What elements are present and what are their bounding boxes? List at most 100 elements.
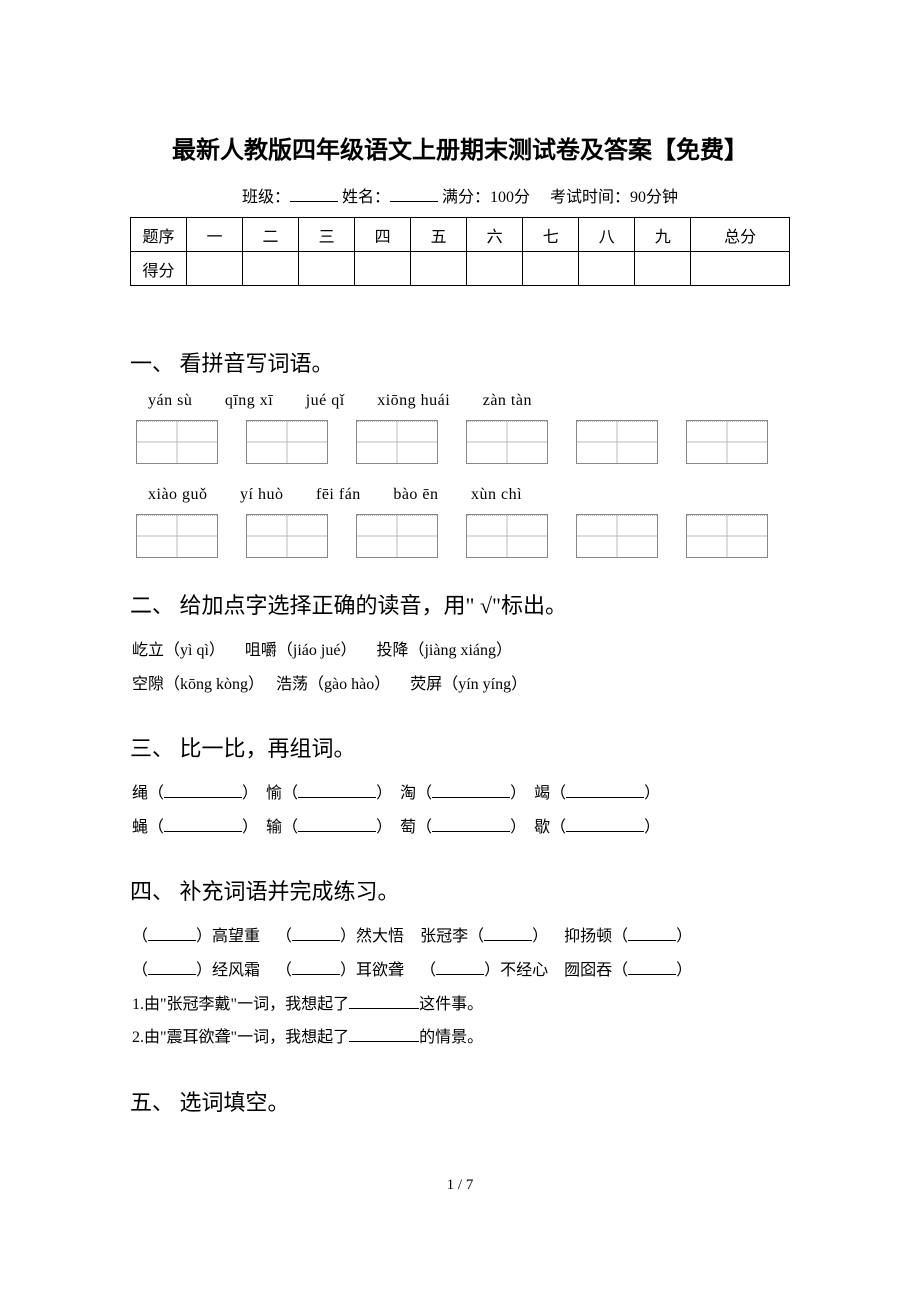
- fill-blank: [436, 959, 484, 975]
- fill-blank: [349, 993, 419, 1009]
- duration-value: 90分钟: [630, 189, 678, 206]
- section-3-heading: 三、 比一比，再组词。: [130, 731, 790, 763]
- idiom-frag: 囫囵吞（: [564, 962, 628, 979]
- idiom-frag: ）: [532, 928, 548, 945]
- pinyin-item: yí huò: [240, 486, 283, 503]
- fill-blank: [566, 816, 644, 832]
- idiom-frag: ）: [676, 962, 692, 979]
- fill-blank: [349, 1026, 419, 1042]
- col-cell: 四: [355, 218, 411, 252]
- char-write-box: [246, 514, 328, 558]
- full-score-value: 100分: [490, 189, 530, 206]
- compare-char: 竭: [534, 785, 550, 802]
- score-label-cell: 得分: [131, 252, 187, 286]
- score-cell: [691, 252, 790, 286]
- col-cell: 八: [579, 218, 635, 252]
- col-cell: 总分: [691, 218, 790, 252]
- fill-blank: [164, 782, 242, 798]
- reading-item: 屹立（yì qì）: [132, 642, 225, 659]
- score-cell: [355, 252, 411, 286]
- char-write-box: [356, 420, 438, 464]
- char-boxes-row-2: [136, 514, 790, 558]
- col-cell: 七: [523, 218, 579, 252]
- class-label: 班级：: [242, 189, 290, 206]
- section-5-heading: 五、 选词填空。: [130, 1085, 790, 1117]
- fill-blank: [628, 925, 676, 941]
- fill-blank: [164, 816, 242, 832]
- fill-blank: [292, 925, 340, 941]
- char-write-box: [356, 514, 438, 558]
- col-cell: 二: [243, 218, 299, 252]
- score-cell: [299, 252, 355, 286]
- page-number: 1 / 7: [130, 1177, 790, 1194]
- reading-item: 空隙（kōng kòng）: [132, 676, 264, 693]
- char-write-box: [576, 514, 658, 558]
- char-write-box: [136, 420, 218, 464]
- char-write-box: [466, 514, 548, 558]
- reading-item: 投降（jiàng xiáng）: [376, 642, 512, 659]
- pinyin-row-1: yán sù qīng xī jué qǐ xiōng huái zàn tàn: [148, 392, 790, 410]
- section-4-q1: 1.由"张冠李戴"一词，我想起了这件事。: [132, 988, 790, 1022]
- pinyin-item: bào ēn: [393, 486, 438, 503]
- idiom-frag: （: [132, 962, 148, 979]
- col-cell: 九: [635, 218, 691, 252]
- idiom-frag: （: [276, 962, 292, 979]
- idiom-frag: ）高望重: [196, 928, 260, 945]
- idiom-frag: ）不经心: [484, 962, 548, 979]
- header-label-cell: 题序: [131, 218, 187, 252]
- pinyin-item: yán sù: [148, 392, 192, 409]
- compare-char: 萄: [400, 819, 416, 836]
- score-cell: [243, 252, 299, 286]
- full-score-label: 满分：: [442, 189, 490, 206]
- score-cell: [187, 252, 243, 286]
- idiom-frag: （: [420, 962, 436, 979]
- class-blank: [290, 186, 338, 202]
- idiom-frag: ）然大悟: [340, 928, 404, 945]
- section-1-heading: 一、 看拼音写词语。: [130, 346, 790, 378]
- char-write-box: [246, 420, 328, 464]
- fill-blank: [628, 959, 676, 975]
- idiom-frag: ）耳欲聋: [340, 962, 404, 979]
- col-cell: 三: [299, 218, 355, 252]
- score-cell: [467, 252, 523, 286]
- q-text: 1.由"张冠李戴"一词，我想起了: [132, 996, 349, 1013]
- section-4-q2: 2.由"震耳欲聋"一词，我想起了的情景。: [132, 1021, 790, 1055]
- score-table-header-row: 题序 一 二 三 四 五 六 七 八 九 总分: [131, 218, 790, 252]
- fill-blank: [148, 959, 196, 975]
- col-cell: 一: [187, 218, 243, 252]
- name-blank: [390, 186, 438, 202]
- char-write-box: [576, 420, 658, 464]
- idiom-frag: 抑扬顿（: [564, 928, 628, 945]
- reading-item: 荧屏（yín yíng）: [410, 676, 527, 693]
- compare-char: 输: [266, 819, 282, 836]
- section-3-row-2: 蝇（） 输（） 萄（） 歇（）: [132, 811, 790, 845]
- fill-blank: [292, 959, 340, 975]
- section-2-body: 屹立（yì qì） 咀嚼（jiáo jué） 投降（jiàng xiáng） 空…: [132, 634, 790, 701]
- fill-blank: [484, 925, 532, 941]
- fill-blank: [432, 782, 510, 798]
- pinyin-item: xiào guǒ: [148, 486, 208, 503]
- score-cell: [579, 252, 635, 286]
- fill-blank: [432, 816, 510, 832]
- exam-info-line: 班级： 姓名： 满分：100分 考试时间：90分钟: [130, 183, 790, 207]
- char-write-box: [686, 420, 768, 464]
- section-4-heading: 四、 补充词语并完成练习。: [130, 874, 790, 906]
- compare-char: 绳: [132, 785, 148, 802]
- char-write-box: [136, 514, 218, 558]
- name-label: 姓名：: [342, 189, 390, 206]
- char-write-box: [686, 514, 768, 558]
- document-title: 最新人教版四年级语文上册期末测试卷及答案【免费】: [130, 130, 790, 165]
- pinyin-item: jué qǐ: [306, 392, 345, 409]
- compare-char: 歇: [534, 819, 550, 836]
- idiom-frag: 张冠李（: [420, 928, 484, 945]
- section-2-heading: 二、 给加点字选择正确的读音，用" √"标出。: [130, 588, 790, 620]
- idiom-frag: ）经风霜: [196, 962, 260, 979]
- reading-item: 咀嚼（jiáo jué）: [245, 642, 357, 659]
- section-4-row-2: （ ）经风霜 （ ）耳欲聋 （ ）不经心 囫囵吞（ ）: [132, 954, 790, 988]
- reading-item: 浩荡（gào hào）: [276, 676, 390, 693]
- idiom-frag: ）: [676, 928, 692, 945]
- col-cell: 六: [467, 218, 523, 252]
- fill-blank: [298, 782, 376, 798]
- q-text: 2.由"震耳欲聋"一词，我想起了: [132, 1029, 349, 1046]
- pinyin-item: zàn tàn: [483, 392, 532, 409]
